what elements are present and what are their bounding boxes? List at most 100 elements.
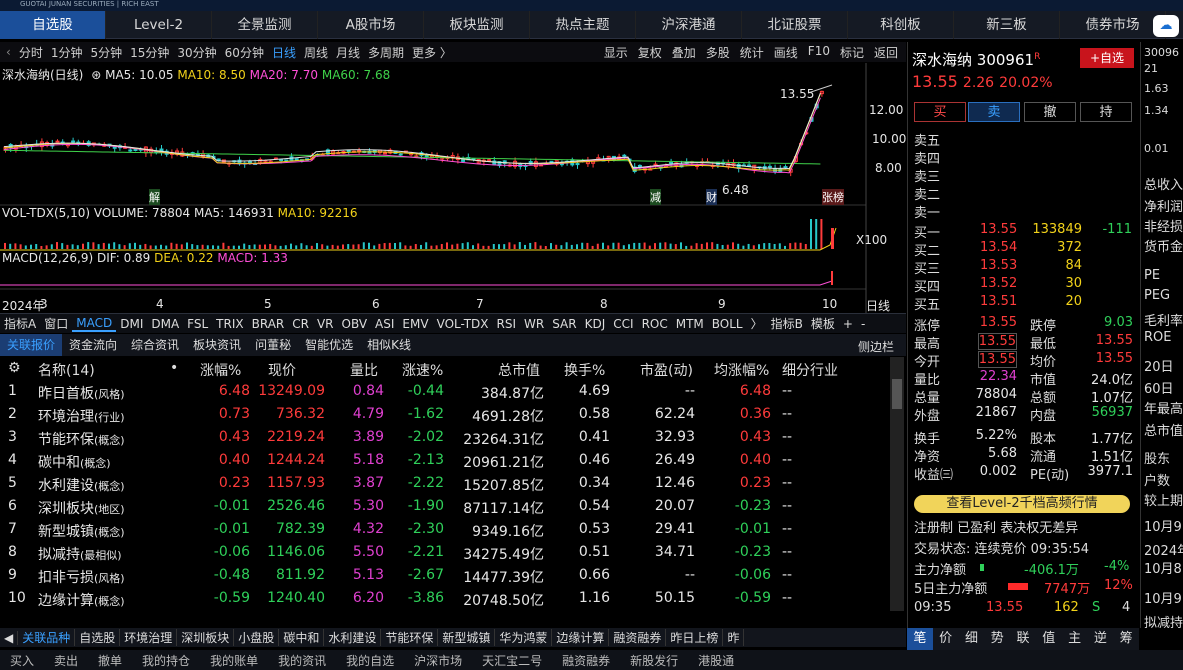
status-button[interactable]: 沪深市场 <box>414 653 463 668</box>
indicator-tab[interactable]: DMA <box>151 316 180 331</box>
event-marker[interactable]: 解 <box>149 189 160 205</box>
indicator-tab[interactable]: 模板 <box>810 317 835 331</box>
bottom-tab[interactable]: 边缘计算 <box>552 629 610 646</box>
sub-tab[interactable]: 相似K线 <box>367 338 411 352</box>
column-header[interactable]: 量比 <box>350 363 378 379</box>
right-tab[interactable]: 势 <box>990 631 1004 646</box>
buy-button[interactable]: 买 <box>914 102 966 122</box>
table-row[interactable]: 1 昨日首板(风格) 6.48 13249.09 0.84 -0.44 384.87亿 4.6… <box>0 380 890 403</box>
sell-button[interactable]: 卖 <box>968 102 1020 122</box>
table-row[interactable]: 2 环境治理(行业) 0.73 736.32 4.79 -1.62 4691.28亿 0.58… <box>0 403 890 426</box>
cancel-order-button[interactable]: 撤 <box>1024 102 1076 122</box>
indicator-tab[interactable]: 指标A <box>4 317 37 331</box>
main-tab[interactable]: 科创板 <box>848 11 954 39</box>
right-tab[interactable]: 主 <box>1068 631 1082 646</box>
indicator-tab[interactable]: DMI <box>120 316 144 331</box>
column-header[interactable]: 市盈(动) <box>640 363 693 379</box>
status-button[interactable]: 融资融券 <box>562 653 611 668</box>
right-tab[interactable]: 笔 <box>907 628 933 650</box>
table-row[interactable]: 8 拟减持(最相似) -0.06 1146.06 5.50 -2.21 34275.49亿 0… <box>0 541 890 564</box>
table-row[interactable]: 5 水利建设(概念) 0.23 1157.93 3.87 -2.22 15207.85亿 0.… <box>0 472 890 495</box>
indicator-tab[interactable]: BRAR <box>251 316 285 331</box>
indicator-tab[interactable]: VOL-TDX <box>436 316 489 331</box>
period-tab[interactable]: 5分钟 <box>90 45 123 60</box>
main-tab[interactable]: Level-2 <box>106 11 212 39</box>
status-button[interactable]: 天汇宝二号 <box>482 653 543 668</box>
status-button[interactable]: 我的自选 <box>346 653 395 668</box>
event-marker[interactable]: 张榜 <box>822 189 844 205</box>
bottom-tab[interactable]: 新型城镇 <box>438 629 496 646</box>
chart-tool-button[interactable]: 画线 <box>773 46 798 60</box>
period-tab[interactable]: 30分钟 <box>177 45 217 60</box>
bottom-tab[interactable]: 深圳板块 <box>177 629 235 646</box>
sub-tab[interactable]: 板块资讯 <box>193 338 242 352</box>
scrollbar[interactable] <box>890 357 904 611</box>
sub-tab[interactable]: 综合资讯 <box>131 338 180 352</box>
bottom-tab[interactable]: 节能环保 <box>381 629 439 646</box>
main-tab[interactable]: A股市场 <box>318 11 424 39</box>
column-header[interactable]: 涨幅% <box>200 363 242 379</box>
period-tab[interactable]: 15分钟 <box>130 45 170 60</box>
main-tab[interactable]: 热点主题 <box>530 11 636 39</box>
chart-tool-button[interactable]: 返回 <box>873 46 898 60</box>
indicator-tab[interactable]: BOLL <box>711 316 743 331</box>
table-row[interactable]: 10 边缘计算(概念) -0.59 1240.40 6.20 -3.86 20748.50亿… <box>0 587 890 610</box>
indicator-tab[interactable]: + <box>842 316 853 331</box>
status-button[interactable]: 我的资讯 <box>278 653 327 668</box>
indicator-tab[interactable]: OBV <box>341 316 368 331</box>
period-tab[interactable]: 多周期 <box>368 45 405 60</box>
bottom-tab[interactable]: 融资融券 <box>609 629 667 646</box>
chart-tool-button[interactable]: 显示 <box>603 46 628 60</box>
indicator-tab[interactable]: VR <box>316 316 334 331</box>
main-tab[interactable]: 债券市场 <box>1060 11 1166 39</box>
sidebar-button[interactable]: 侧边栏 <box>858 340 895 354</box>
bottom-tab[interactable]: 昨日上榜 <box>666 629 724 646</box>
event-marker[interactable]: 减 <box>650 189 661 205</box>
column-header[interactable]: 名称(14) <box>38 363 95 379</box>
indicator-tab[interactable]: 指标B <box>770 317 803 331</box>
column-header[interactable]: 涨速% <box>402 363 444 379</box>
main-tab[interactable]: 板块监测 <box>424 11 530 39</box>
bottom-tab[interactable]: 碳中和 <box>279 629 325 646</box>
bottom-tab[interactable]: 水利建设 <box>324 629 382 646</box>
collapse-icon[interactable]: ‹ <box>6 45 11 59</box>
position-button[interactable]: 持 <box>1080 102 1132 122</box>
bottom-tab[interactable]: 自选股 <box>75 629 121 646</box>
status-button[interactable]: 买入 <box>10 653 35 668</box>
bottom-tab[interactable]: 关联品种 <box>18 629 76 646</box>
indicator-tab[interactable]: CR <box>292 316 309 331</box>
bottom-tab[interactable]: 环境治理 <box>120 629 178 646</box>
period-tab[interactable]: 60分钟 <box>224 45 264 60</box>
chart-tool-button[interactable]: 标记 <box>839 46 864 60</box>
indicator-tab[interactable]: TRIX <box>216 316 244 331</box>
period-tab[interactable]: 分时 <box>18 45 43 60</box>
column-header[interactable]: 均涨幅% <box>714 363 770 379</box>
indicator-tab[interactable]: KDJ <box>584 316 606 331</box>
indicator-tab[interactable]: MTM <box>675 316 704 331</box>
period-tab[interactable]: 更多 〉 <box>412 45 452 60</box>
status-button[interactable]: 港股通 <box>698 653 735 668</box>
status-button[interactable]: 我的账单 <box>210 653 259 668</box>
nav-left-icon[interactable]: ◀ <box>0 630 19 645</box>
status-button[interactable]: 新股发行 <box>630 653 679 668</box>
right-tab[interactable]: 联 <box>1016 631 1030 646</box>
level2-banner[interactable]: 查看Level-2千档高频行情 <box>914 495 1130 513</box>
add-watchlist-button[interactable]: +自选 <box>1080 48 1134 68</box>
right-tab[interactable]: 细 <box>964 631 978 646</box>
main-tab[interactable]: 沪深港通 <box>636 11 742 39</box>
status-button[interactable]: 卖出 <box>54 653 79 668</box>
table-row[interactable]: 6 深圳板块(地区) -0.01 2526.46 5.30 -1.90 87117.14亿 0… <box>0 495 890 518</box>
indicator-tab[interactable]: ROC <box>641 316 668 331</box>
chart-tool-button[interactable]: 复权 <box>637 46 662 60</box>
chart-tool-button[interactable]: 统计 <box>739 46 764 60</box>
indicator-tab[interactable]: ASI <box>375 316 395 331</box>
column-header[interactable]: • <box>170 360 179 376</box>
chart-tool-button[interactable]: 叠加 <box>671 46 696 60</box>
table-row[interactable]: 3 节能环保(概念) 0.43 2219.24 3.89 -2.02 23264.31亿 0.… <box>0 426 890 449</box>
sub-tab[interactable]: 资金流向 <box>69 338 118 352</box>
indicator-tab[interactable]: RSI <box>496 316 517 331</box>
main-tab[interactable]: 新三板 <box>954 11 1060 39</box>
chart-tool-button[interactable]: F10 <box>807 44 830 58</box>
column-header[interactable]: 现价 <box>268 363 296 379</box>
sub-tab[interactable]: 问董秘 <box>255 338 292 352</box>
